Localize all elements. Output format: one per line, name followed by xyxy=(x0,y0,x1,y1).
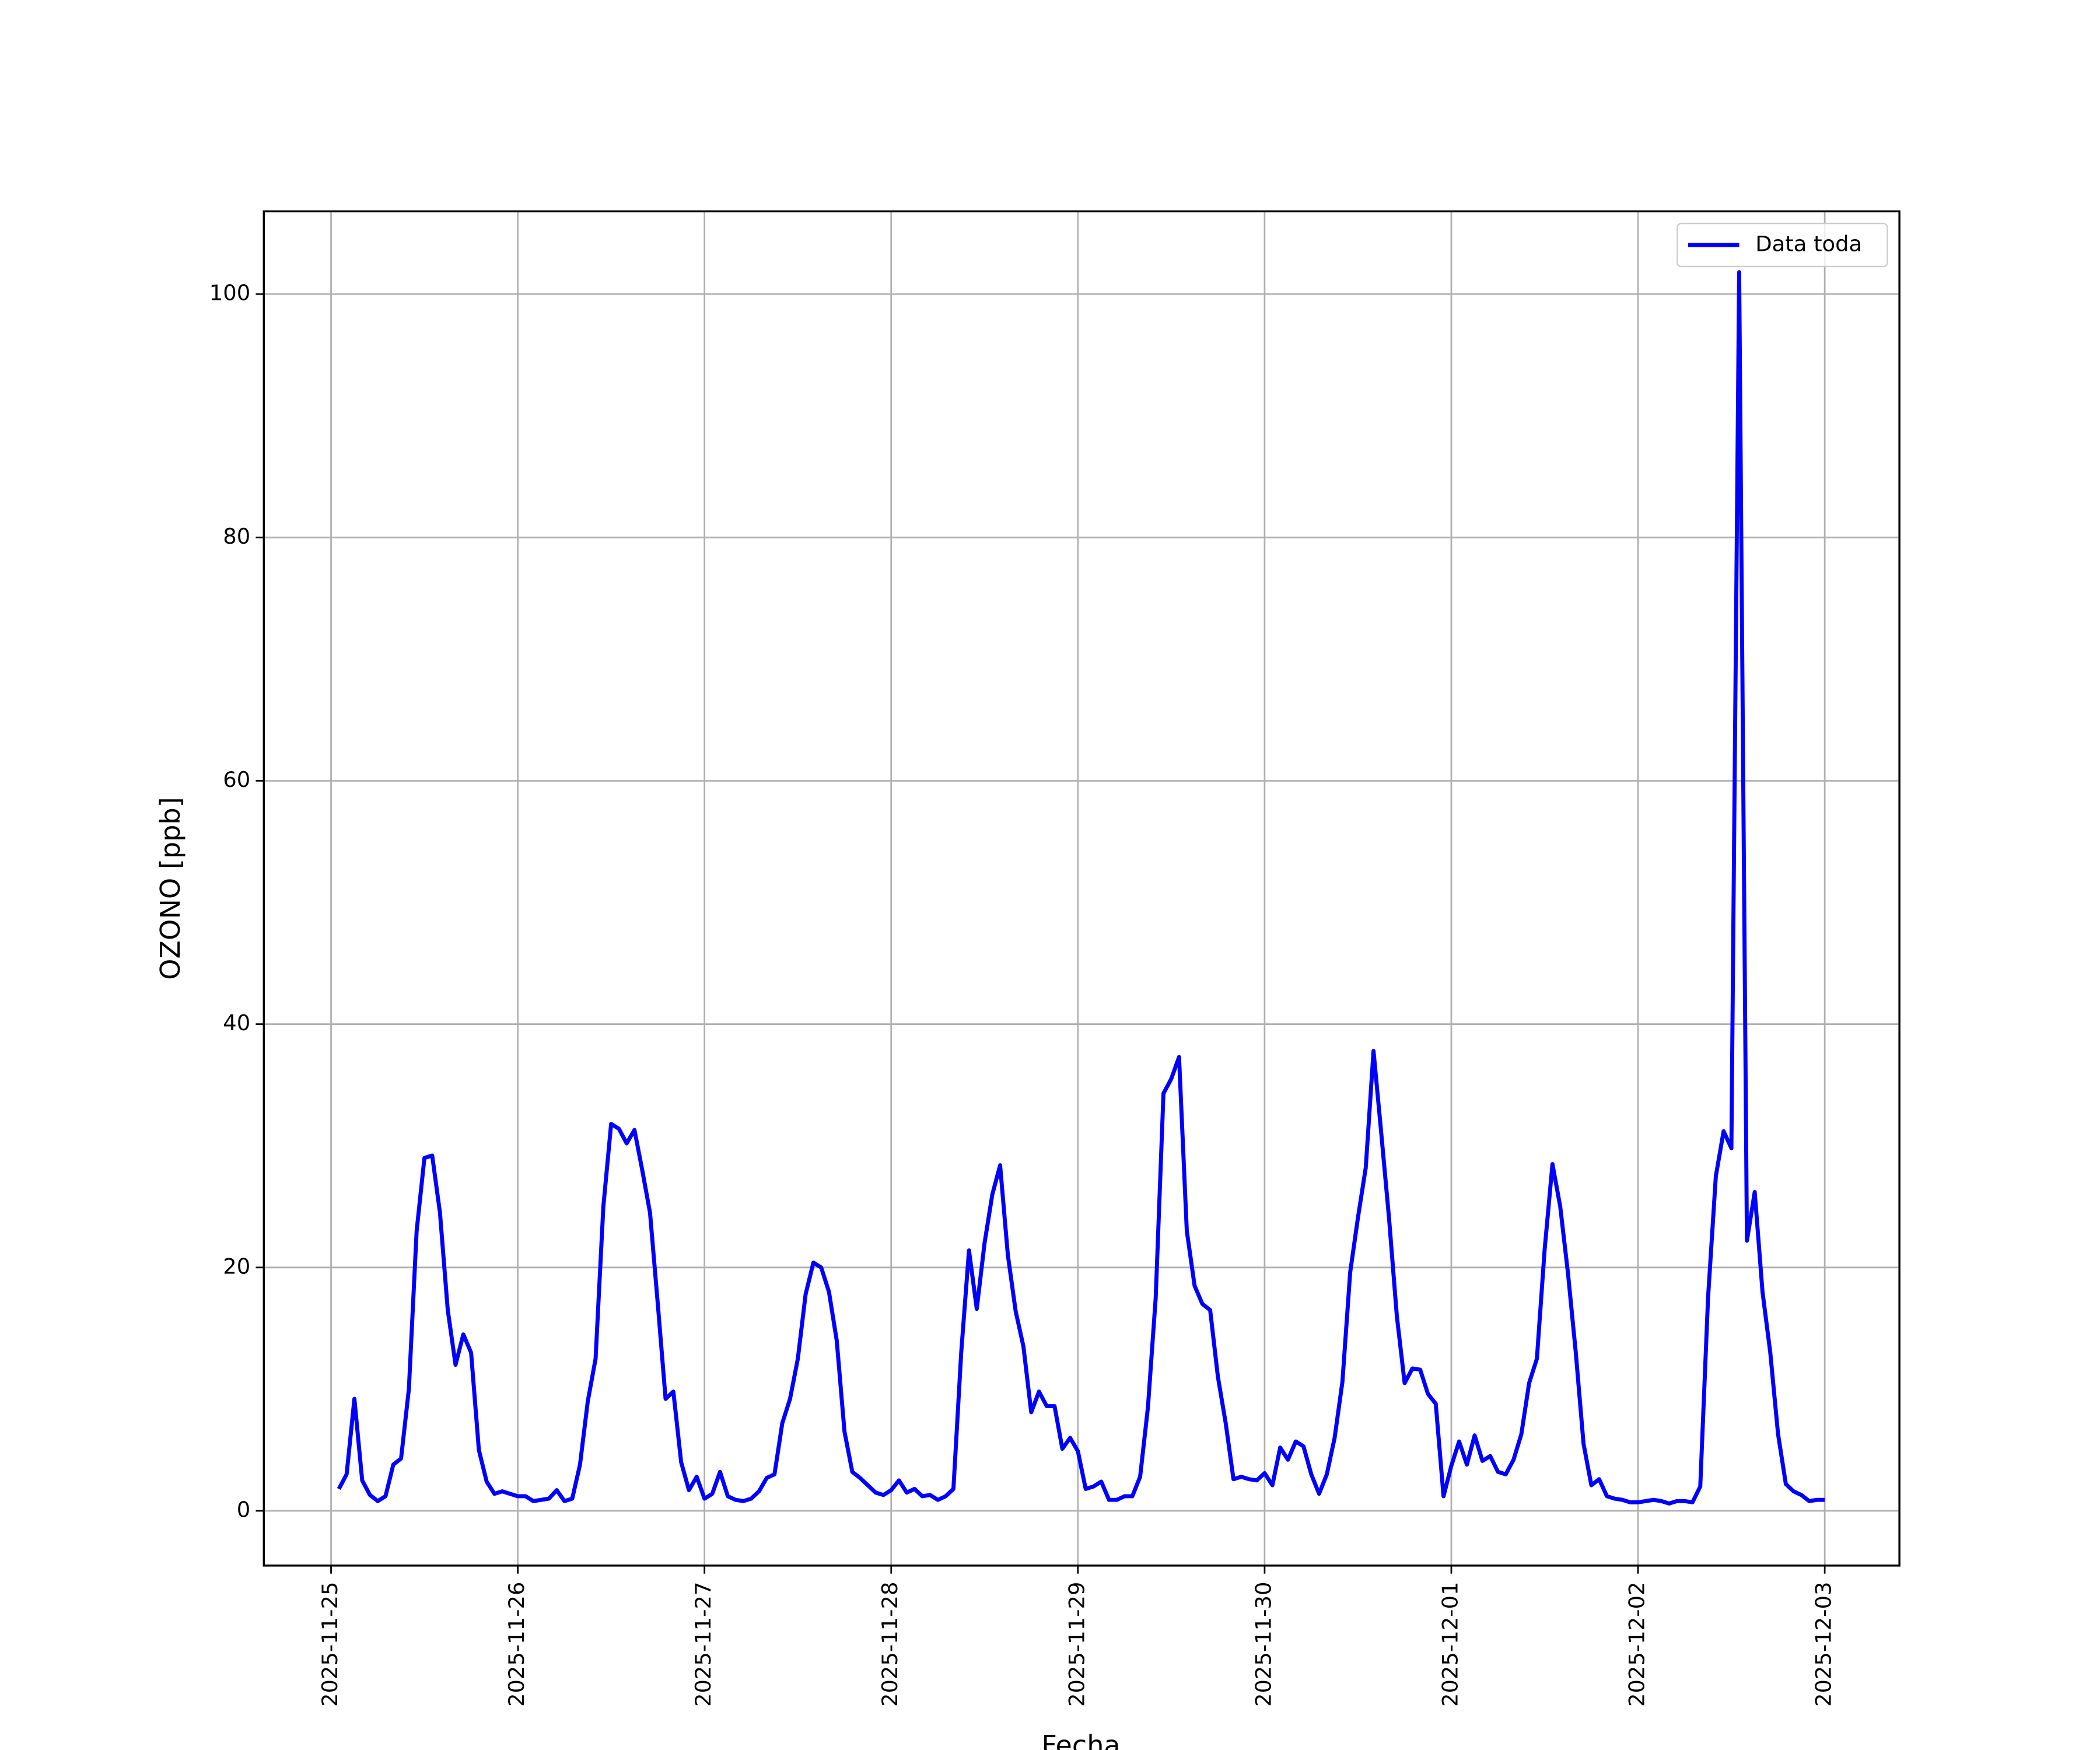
x-tick-label: 2025-11-25 xyxy=(317,1582,342,1707)
y-tick-label: 60 xyxy=(223,767,250,792)
y-tick-label: 0 xyxy=(237,1497,250,1522)
x-tick-label: 2025-12-03 xyxy=(1811,1582,1836,1707)
x-axis-label: Fecha xyxy=(1041,1730,1120,1750)
x-tick-label: 2025-12-02 xyxy=(1625,1582,1650,1707)
x-tick-label: 2025-11-28 xyxy=(877,1582,902,1707)
legend-label: Data toda xyxy=(1755,232,1862,257)
y-tick-label: 100 xyxy=(209,281,250,306)
x-tick-label: 2025-11-29 xyxy=(1064,1582,1089,1707)
x-tick-label: 2025-11-30 xyxy=(1251,1582,1276,1707)
data-line xyxy=(337,270,1825,1506)
x-tick-label: 2025-11-27 xyxy=(691,1582,716,1707)
x-tick-label: 2025-11-26 xyxy=(504,1582,529,1707)
y-axis-label: OZONO [ppb] xyxy=(155,797,186,980)
y-tick-label: 80 xyxy=(223,524,250,549)
y-tick-label: 20 xyxy=(223,1254,250,1279)
axes-frame xyxy=(262,210,1901,1567)
y-tick-label: 40 xyxy=(223,1010,250,1035)
x-tick-label: 2025-12-01 xyxy=(1437,1582,1462,1707)
legend-box xyxy=(1676,222,1888,268)
plot-area xyxy=(264,211,1900,1566)
